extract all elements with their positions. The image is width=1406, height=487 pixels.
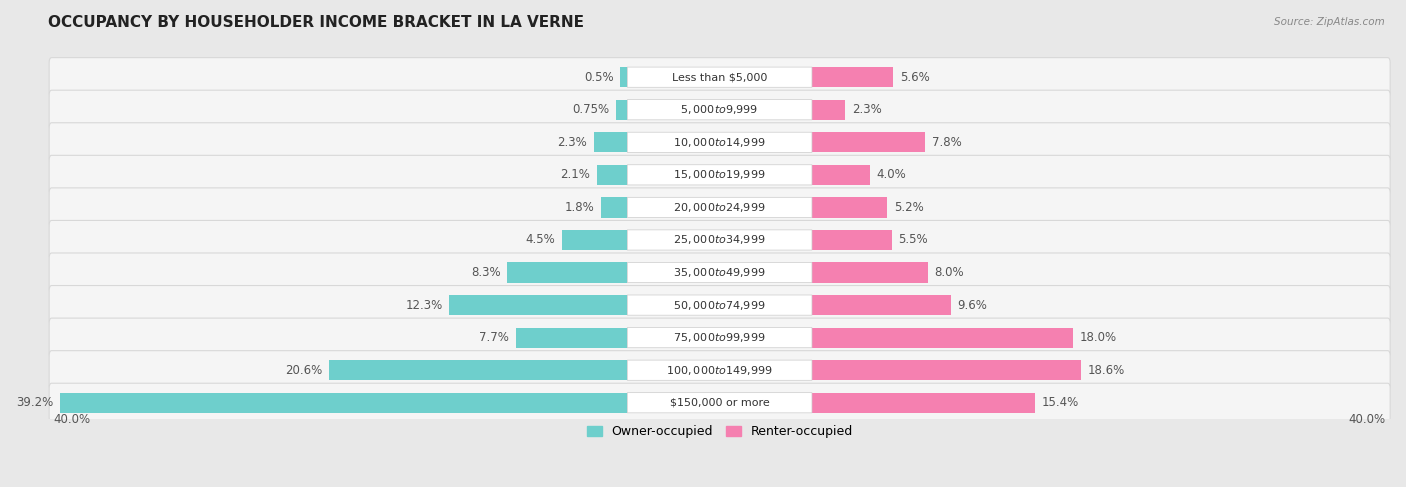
Bar (450, 295, 627, 315)
Text: $20,000 to $24,999: $20,000 to $24,999 (673, 201, 766, 214)
Text: OCCUPANCY BY HOUSEHOLDER INCOME BRACKET IN LA VERNE: OCCUPANCY BY HOUSEHOLDER INCOME BRACKET … (48, 15, 585, 30)
Text: 0.5%: 0.5% (583, 71, 613, 84)
Text: 8.3%: 8.3% (471, 266, 501, 279)
Bar (811, 328, 1073, 348)
FancyBboxPatch shape (49, 221, 1391, 260)
Bar (811, 393, 1035, 413)
Bar (620, 67, 627, 87)
Text: $5,000 to $9,999: $5,000 to $9,999 (681, 103, 759, 116)
Bar (60, 393, 627, 413)
FancyBboxPatch shape (49, 188, 1391, 227)
FancyBboxPatch shape (627, 67, 811, 87)
Bar (811, 230, 891, 250)
Text: 5.2%: 5.2% (894, 201, 924, 214)
Bar (811, 67, 893, 87)
Text: $75,000 to $99,999: $75,000 to $99,999 (673, 331, 766, 344)
Text: 4.5%: 4.5% (526, 233, 555, 246)
Text: $150,000 or more: $150,000 or more (669, 398, 769, 408)
Bar (811, 197, 887, 218)
FancyBboxPatch shape (49, 253, 1391, 292)
Text: 18.0%: 18.0% (1080, 331, 1116, 344)
Text: 12.3%: 12.3% (405, 299, 443, 312)
FancyBboxPatch shape (49, 351, 1391, 390)
FancyBboxPatch shape (627, 295, 811, 315)
Text: 39.2%: 39.2% (15, 396, 53, 409)
Text: 40.0%: 40.0% (53, 412, 90, 426)
Bar (811, 165, 870, 185)
Text: 7.8%: 7.8% (932, 136, 962, 149)
Text: $35,000 to $49,999: $35,000 to $49,999 (673, 266, 766, 279)
FancyBboxPatch shape (49, 123, 1391, 162)
Bar (616, 100, 627, 120)
Text: 15.4%: 15.4% (1042, 396, 1078, 409)
FancyBboxPatch shape (49, 155, 1391, 194)
Text: Source: ZipAtlas.com: Source: ZipAtlas.com (1274, 17, 1385, 27)
Text: 0.75%: 0.75% (572, 103, 610, 116)
Text: Less than $5,000: Less than $5,000 (672, 72, 768, 82)
FancyBboxPatch shape (627, 360, 811, 380)
FancyBboxPatch shape (627, 328, 811, 348)
Text: 2.3%: 2.3% (852, 103, 882, 116)
Bar (811, 360, 1081, 380)
Bar (811, 132, 925, 152)
Text: $15,000 to $19,999: $15,000 to $19,999 (673, 169, 766, 181)
FancyBboxPatch shape (49, 57, 1391, 97)
FancyBboxPatch shape (49, 318, 1391, 357)
FancyBboxPatch shape (49, 285, 1391, 325)
Bar (595, 132, 627, 152)
Bar (329, 360, 627, 380)
Bar (598, 165, 627, 185)
FancyBboxPatch shape (627, 393, 811, 413)
FancyBboxPatch shape (627, 165, 811, 185)
Bar (562, 230, 627, 250)
Text: 7.7%: 7.7% (479, 331, 509, 344)
Bar (602, 197, 627, 218)
Text: 5.5%: 5.5% (898, 233, 928, 246)
FancyBboxPatch shape (627, 230, 811, 250)
Text: $50,000 to $74,999: $50,000 to $74,999 (673, 299, 766, 312)
Bar (811, 295, 950, 315)
Bar (811, 100, 845, 120)
Text: 4.0%: 4.0% (876, 169, 907, 181)
Text: 9.6%: 9.6% (957, 299, 987, 312)
Text: 8.0%: 8.0% (935, 266, 965, 279)
Text: 2.1%: 2.1% (561, 169, 591, 181)
Text: 1.8%: 1.8% (565, 201, 595, 214)
Text: $25,000 to $34,999: $25,000 to $34,999 (673, 233, 766, 246)
FancyBboxPatch shape (627, 100, 811, 120)
Bar (508, 262, 627, 282)
FancyBboxPatch shape (49, 383, 1391, 422)
Legend: Owner-occupied, Renter-occupied: Owner-occupied, Renter-occupied (582, 420, 858, 443)
Text: $100,000 to $149,999: $100,000 to $149,999 (666, 364, 773, 377)
FancyBboxPatch shape (627, 262, 811, 282)
Text: 5.6%: 5.6% (900, 71, 929, 84)
Text: $10,000 to $14,999: $10,000 to $14,999 (673, 136, 766, 149)
FancyBboxPatch shape (49, 90, 1391, 129)
Bar (811, 262, 928, 282)
Text: 18.6%: 18.6% (1088, 364, 1125, 377)
Text: 40.0%: 40.0% (1348, 412, 1386, 426)
Text: 20.6%: 20.6% (285, 364, 322, 377)
Bar (516, 328, 627, 348)
FancyBboxPatch shape (627, 197, 811, 218)
Text: 2.3%: 2.3% (558, 136, 588, 149)
FancyBboxPatch shape (627, 132, 811, 152)
